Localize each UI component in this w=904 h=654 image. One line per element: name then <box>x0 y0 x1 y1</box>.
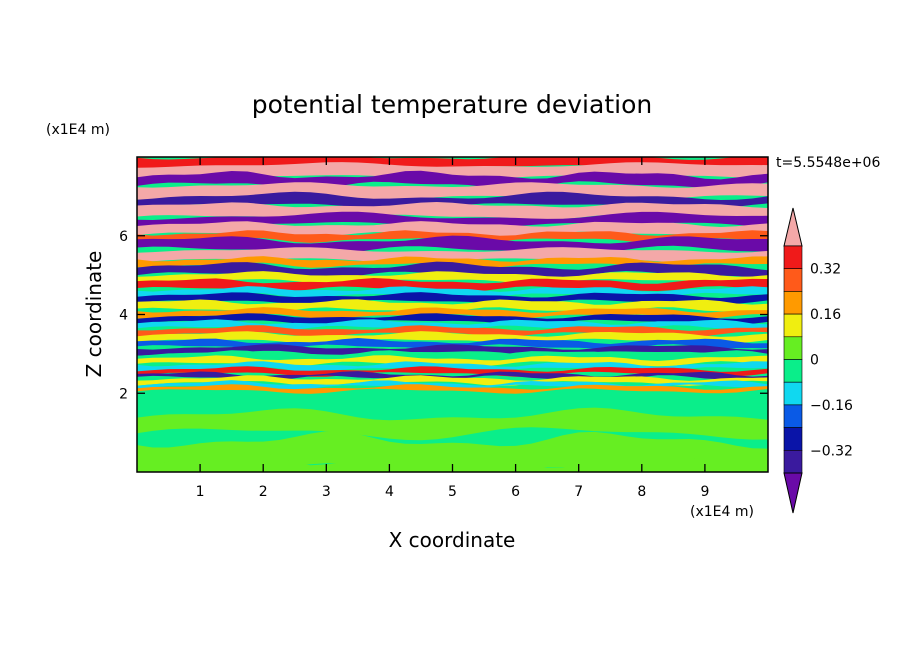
x-axis-label: X coordinate <box>389 528 516 552</box>
colorbar-tick-label: 0.32 <box>810 262 841 278</box>
x-tick-label: 6 <box>511 484 520 500</box>
colorbar-min-triangle <box>783 472 803 514</box>
y-axis-label: Z coordinate <box>82 251 106 378</box>
contour-band <box>137 191 768 211</box>
x-tick-label: 5 <box>448 484 457 500</box>
x-tick-label: 1 <box>196 484 205 500</box>
y-tick-label: 6 <box>119 229 128 245</box>
contour-band <box>137 271 768 284</box>
y-axis: 2 4 6 <box>119 229 768 402</box>
contour-band <box>137 325 768 337</box>
plot-area <box>137 157 768 472</box>
contour-band <box>137 384 768 394</box>
colorbar-max-triangle <box>783 207 803 247</box>
colorbar-segment <box>783 313 803 338</box>
contour-band <box>137 292 768 305</box>
colorbar-segment <box>783 359 803 383</box>
contour-band <box>137 221 768 237</box>
colorbar-segment <box>783 427 803 451</box>
contour-band <box>137 286 768 298</box>
colorbar-segment <box>783 268 803 292</box>
contour-band <box>137 307 768 319</box>
colorbar-segment <box>783 404 803 428</box>
x-tick-label: 7 <box>574 484 583 500</box>
x-tick-label: 4 <box>385 484 394 500</box>
contour-band <box>137 451 768 472</box>
x-tick-label: 3 <box>322 484 331 500</box>
contour-band <box>137 344 768 356</box>
x-unit-label: (x1E4 m) <box>690 504 754 520</box>
contour-band <box>137 211 768 230</box>
contour-band <box>137 182 768 200</box>
colorbar-tick-label: −0.16 <box>810 398 853 414</box>
colorbar-segment <box>783 291 803 315</box>
y-unit-label: (x1E4 m) <box>46 122 110 138</box>
colorbar-segment <box>783 381 803 406</box>
contour-band <box>137 256 768 268</box>
x-tick-label: 9 <box>700 484 709 500</box>
colorbar-segment <box>783 449 803 474</box>
chart-title: potential temperature deviation <box>252 90 652 119</box>
colorbar-segment <box>783 336 803 360</box>
contour-band <box>137 247 768 263</box>
y-tick-label: 4 <box>119 308 128 324</box>
x-tick-label: 2 <box>259 484 268 500</box>
x-tick-label: 8 <box>637 484 646 500</box>
x-axis: 1 2 3 4 5 6 7 8 9 <box>196 157 709 500</box>
colorbar-tick-label: 0 <box>810 353 819 369</box>
contour-band <box>137 366 768 377</box>
colorbar-segment <box>783 245 803 270</box>
colorbar: 0.32 0.16 0 −0.16 −0.32 <box>783 207 853 514</box>
contour-band <box>137 331 768 344</box>
time-label: t=5.5548e+06 <box>776 155 880 171</box>
colorbar-tick-label: 0.16 <box>810 307 841 323</box>
contour-band <box>137 313 768 325</box>
y-tick-label: 2 <box>119 386 128 402</box>
contour-band <box>137 375 768 386</box>
contour-band <box>137 407 768 441</box>
contour-band <box>137 361 768 372</box>
contour-field <box>137 157 768 472</box>
colorbar-tick-label: −0.32 <box>810 443 853 459</box>
